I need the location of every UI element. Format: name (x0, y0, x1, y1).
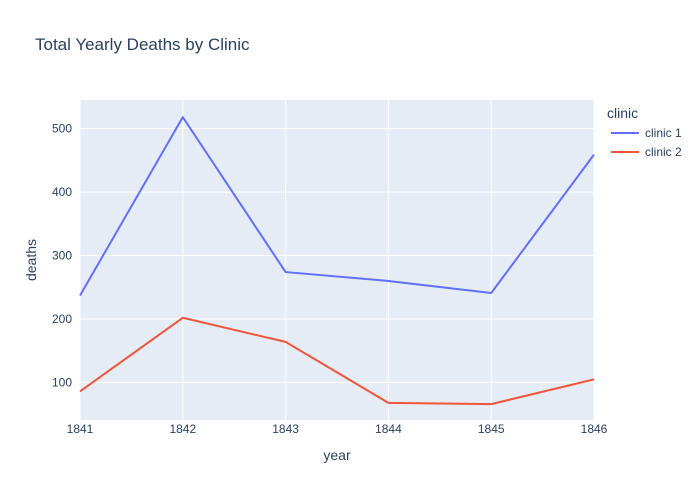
series-line-clinic-1[interactable] (79, 116, 595, 297)
y-tick-label: 400 (52, 185, 72, 199)
y-tick-label: 200 (52, 312, 72, 326)
legend-title: clinic (607, 105, 638, 121)
legend-label-clinic-1: clinic 1 (645, 126, 682, 140)
y-tick-label: 100 (52, 376, 72, 390)
x-axis-ticks: 1841 1842 1843 1844 1845 1846 (67, 422, 608, 436)
y-axis-title: deaths (23, 239, 39, 281)
chart-title: Total Yearly Deaths by Clinic (35, 35, 250, 54)
plot-area (80, 100, 594, 420)
legend-item-clinic-1[interactable]: clinic 1 (611, 126, 682, 140)
x-axis-title: year (323, 447, 351, 463)
x-tick-label: 1845 (478, 422, 505, 436)
legend-item-clinic-2[interactable]: clinic 2 (611, 145, 682, 159)
legend-label-clinic-2: clinic 2 (645, 145, 682, 159)
series-lines (79, 116, 595, 406)
series-line-clinic-2[interactable] (79, 316, 595, 406)
y-tick-label: 300 (52, 249, 72, 263)
x-tick-label: 1846 (581, 422, 608, 436)
x-tick-label: 1844 (375, 422, 402, 436)
grid (79, 100, 595, 420)
y-axis-ticks: 100 200 300 400 500 (52, 122, 72, 390)
x-tick-label: 1841 (67, 422, 94, 436)
legend: clinic clinic 1 clinic 2 (607, 105, 682, 159)
y-tick-label: 500 (52, 122, 72, 136)
x-tick-label: 1842 (169, 422, 196, 436)
x-tick-label: 1843 (272, 422, 299, 436)
